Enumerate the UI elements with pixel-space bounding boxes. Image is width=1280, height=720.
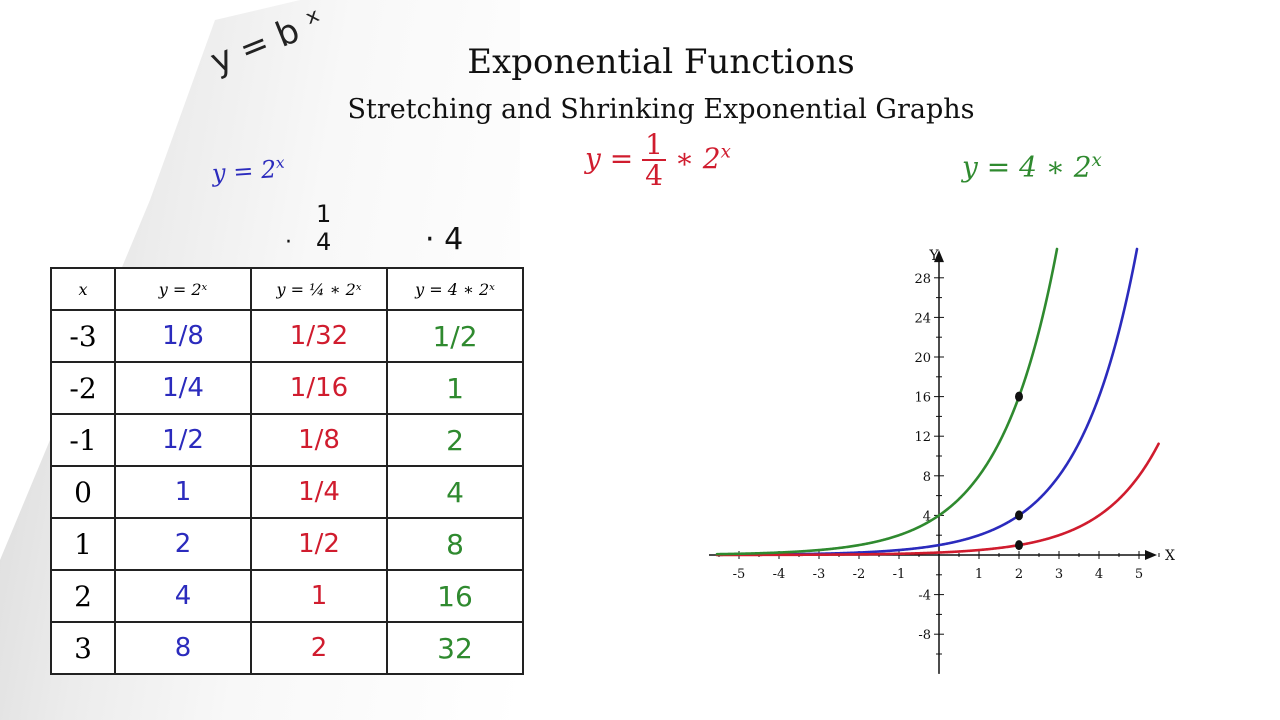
y-tick-label: 16 [914,391,931,406]
y-tick-label: 24 [914,311,931,326]
data-point [1015,391,1023,402]
x-tick-label: -1 [893,567,906,582]
cell-x: -1 [50,413,116,467]
cell-green: 8 [386,517,524,571]
x-tick-label: -3 [813,567,826,582]
x-tick-label: -2 [853,567,866,582]
equation-green-base: y = 4 ∗ 2 [962,150,1092,184]
x-tick-label: 1 [975,567,983,582]
data-point [1015,540,1023,551]
cell-green: 32 [386,621,524,675]
y-tick-label: 4 [923,509,931,524]
equation-blue-exp: x [275,153,286,173]
handwritten-red-dot: · [285,230,292,255]
x-tick-label: 4 [1095,567,1103,582]
equation-red-rhs: ∗ 2 [665,141,721,175]
equation-blue: y = 2x [211,153,286,187]
cell-blue: 8 [114,621,252,675]
equation-red-exp: x [720,141,731,163]
table-row: -2 1/4 1/16 1 [50,361,524,415]
table-row: 0 1 1/4 4 [50,465,524,519]
y-tick-label: -8 [918,628,931,643]
cell-x: 0 [50,465,116,519]
handwritten-green-multiplier: · 4 [425,222,464,257]
table-header-row: x y = 2ˣ y = ¼ ∗ 2ˣ y = 4 ∗ 2ˣ [50,267,524,311]
x-axis-label: X [1165,548,1175,564]
cell-red: 1/32 [250,309,388,363]
x-tick-label: -4 [773,567,786,582]
handwritten-red-num: 1 [316,200,332,228]
header-red: y = ¼ ∗ 2ˣ [250,267,388,311]
y-tick-label: 28 [914,272,931,287]
y-tick-label: 12 [914,430,931,445]
y-tick-label: 8 [923,470,931,485]
value-table: x y = 2ˣ y = ¼ ∗ 2ˣ y = 4 ∗ 2ˣ -3 1/8 1/32… [50,267,524,675]
cell-green: 1/2 [386,309,524,363]
table-row: 3 8 2 32 [50,621,524,675]
page-title: Exponential Functions [467,42,855,82]
table-row: 2 4 1 16 [50,569,524,623]
cell-red: 2 [250,621,388,675]
x-tick-label: -5 [733,567,746,582]
y-tick-label: -4 [918,589,931,604]
cell-red: 1/16 [250,361,388,415]
cell-green: 1 [386,361,524,415]
table-row: 1 2 1/2 8 [50,517,524,571]
table-row: -3 1/8 1/32 1/2 [50,309,524,363]
cell-blue: 1 [114,465,252,519]
equation-blue-base: y = 2 [211,155,278,188]
equation-red-num: 1 [642,130,666,162]
cell-red: 1/2 [250,517,388,571]
cell-red: 1/8 [250,413,388,467]
equation-green: y = 4 ∗ 2x [962,150,1102,183]
x-tick-label: 3 [1055,567,1063,582]
header-blue: y = 2ˣ [114,267,252,311]
cell-x: 1 [50,517,116,571]
cell-x: -2 [50,361,116,415]
equation-green-exp: x [1091,150,1102,171]
cell-blue: 1/4 [114,361,252,415]
cell-blue: 1/2 [114,413,252,467]
equation-red-den: 4 [645,159,663,193]
y-axis-arrow [934,250,944,263]
cell-x: 2 [50,569,116,623]
cell-blue: 2 [114,517,252,571]
x-axis-arrow [1145,550,1157,560]
cell-x: 3 [50,621,116,675]
y-tick-label: 20 [914,351,931,366]
equation-red-lhs: y = [585,141,643,175]
y-axis-label: Y [928,248,939,264]
header-green: y = 4 ∗ 2ˣ [386,267,524,311]
x-tick-label: 2 [1015,567,1023,582]
data-point [1015,510,1023,521]
series-curve [715,247,1059,556]
x-tick-label: 5 [1135,567,1143,582]
cell-blue: 1/8 [114,309,252,363]
handwritten-red-fraction: 1 4 [316,200,331,256]
handwritten-red-den: 4 [316,228,332,256]
page-subtitle: Stretching and Shrinking Exponential Gra… [347,94,975,125]
cell-red: 1/4 [250,465,388,519]
cell-green: 2 [386,413,524,467]
cell-green: 16 [386,569,524,623]
series-curve [715,442,1160,557]
cell-x: -3 [50,309,116,363]
table-row: -1 1/2 1/8 2 [50,413,524,467]
cell-green: 4 [386,465,524,519]
cell-red: 1 [250,569,388,623]
header-x: x [50,267,116,311]
cell-blue: 4 [114,569,252,623]
